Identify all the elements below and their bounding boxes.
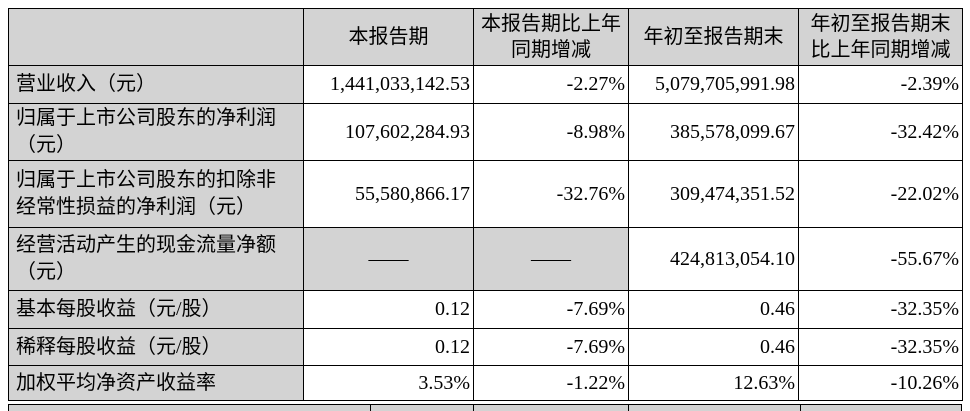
- cell-value: -22.02%: [798, 160, 963, 228]
- cell-value: -32.35%: [798, 328, 963, 366]
- cell-dash: ——: [303, 227, 474, 291]
- table-row-diluted-eps: 稀释每股收益（元/股） 0.12 -7.69% 0.46 -32.35%: [8, 328, 963, 366]
- row-label: 加权平均净资产收益率: [8, 365, 304, 401]
- table-row-operating-cash-flow: 经营活动产生的现金流量净额 （元） —— —— 424,813,054.10 -…: [8, 227, 963, 291]
- partial-row-divider: [628, 405, 629, 411]
- table-row-operating-revenue: 营业收入（元） 1,441,033,142.53 -2.27% 5,079,70…: [8, 65, 963, 104]
- partial-row-divider: [800, 405, 801, 411]
- header-row: 本报告期 本报告期比上年 同期增减 年初至报告期末 年初至报告期末 比上年同期增…: [8, 8, 963, 66]
- cell-value: -10.26%: [798, 365, 963, 401]
- cell-value: -55.67%: [798, 227, 963, 291]
- cell-value: -1.22%: [473, 365, 629, 401]
- table-row-net-profit-excl-nonrecurring: 归属于上市公司股东的扣除非 经常性损益的净利润（元） 55,580,866.17…: [8, 160, 963, 228]
- partial-row-left-border: [8, 405, 9, 411]
- cell-value: 1,441,033,142.53: [303, 65, 474, 104]
- row-label: 基本每股收益（元/股）: [8, 290, 304, 329]
- partial-row-right-border: [961, 405, 962, 411]
- cell-value: -7.69%: [473, 328, 629, 366]
- cell-value: 3.53%: [303, 365, 474, 401]
- cell-value: 0.46: [628, 290, 799, 329]
- row-label: 归属于上市公司股东的扣除非 经常性损益的净利润（元）: [8, 160, 304, 228]
- cell-value: -32.42%: [798, 103, 963, 161]
- col-header-current-period-yoy: 本报告期比上年 同期增减: [473, 8, 629, 66]
- row-label: 经营活动产生的现金流量净额 （元）: [8, 227, 304, 291]
- next-table-partial-row: [8, 404, 962, 411]
- cell-value: 107,602,284.93: [303, 103, 474, 161]
- cell-value: -7.69%: [473, 290, 629, 329]
- cell-value: 12.63%: [628, 365, 799, 401]
- col-header-ytd-yoy: 年初至报告期末 比上年同期增减: [798, 8, 963, 66]
- row-label: 归属于上市公司股东的净利润 （元）: [8, 103, 304, 161]
- cell-value: 55,580,866.17: [303, 160, 474, 228]
- table-row-basic-eps: 基本每股收益（元/股） 0.12 -7.69% 0.46 -32.35%: [8, 290, 963, 329]
- cell-value: -32.35%: [798, 290, 963, 329]
- financial-summary-table-wrap: 本报告期 本报告期比上年 同期增减 年初至报告期末 年初至报告期末 比上年同期增…: [8, 8, 963, 401]
- cell-value: 0.46: [628, 328, 799, 366]
- financial-summary-table: 本报告期 本报告期比上年 同期增减 年初至报告期末 年初至报告期末 比上年同期增…: [8, 8, 963, 401]
- partial-row-divider: [370, 405, 371, 411]
- cell-value: 0.12: [303, 328, 474, 366]
- cell-dash: ——: [473, 227, 629, 291]
- cell-value: 0.12: [303, 290, 474, 329]
- table-row-net-profit: 归属于上市公司股东的净利润 （元） 107,602,284.93 -8.98% …: [8, 103, 963, 161]
- row-label: 稀释每股收益（元/股）: [8, 328, 304, 366]
- cell-value: -8.98%: [473, 103, 629, 161]
- table-row-weighted-avg-roe: 加权平均净资产收益率 3.53% -1.22% 12.63% -10.26%: [8, 365, 963, 401]
- cell-value: -32.76%: [473, 160, 629, 228]
- cell-value: 385,578,099.67: [628, 103, 799, 161]
- col-header-ytd: 年初至报告期末: [628, 8, 799, 66]
- cell-value: -2.39%: [798, 65, 963, 104]
- partial-row-divider: [473, 405, 474, 411]
- corner-header-cell: [8, 8, 304, 66]
- cell-value: -2.27%: [473, 65, 629, 104]
- cell-value: 424,813,054.10: [628, 227, 799, 291]
- cell-value: 5,079,705,991.98: [628, 65, 799, 104]
- cell-value: 309,474,351.52: [628, 160, 799, 228]
- row-label: 营业收入（元）: [8, 65, 304, 104]
- col-header-current-period: 本报告期: [303, 8, 474, 66]
